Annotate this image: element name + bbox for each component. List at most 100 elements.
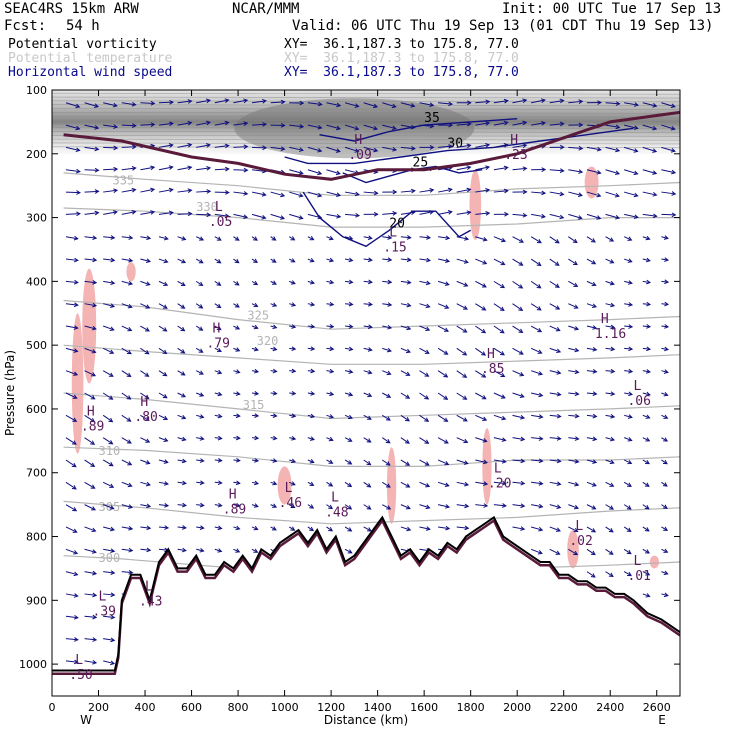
wind-vector [549, 526, 561, 532]
wind-vector [605, 169, 620, 175]
wind-vector [84, 414, 95, 423]
wind-vector-head [73, 614, 79, 620]
wind-vector [103, 211, 118, 215]
wind-vector-head [463, 305, 468, 310]
wind-vector [493, 280, 505, 289]
wind-vector-head [556, 458, 562, 464]
pv-patch [126, 262, 136, 282]
wind-vector-head [645, 257, 651, 263]
wind-vector-head [91, 549, 97, 554]
wind-vector [84, 124, 99, 129]
wind-vector [661, 258, 669, 261]
wind-vector [121, 258, 133, 262]
wind-vector-head [387, 302, 393, 307]
wind-vector-head [92, 257, 98, 263]
wind-vector-head [75, 125, 81, 131]
wind-vector [419, 236, 431, 239]
pv-patch [649, 555, 660, 569]
wind-vector-head [633, 148, 639, 153]
wind-vector-head [522, 212, 528, 218]
wind-vector-head [426, 235, 432, 240]
wind-vector [493, 437, 506, 441]
wind-vector-head [272, 324, 278, 330]
wind-vector-head [574, 326, 580, 331]
theta-contour-325 [63, 299, 680, 330]
wind-vector [65, 437, 77, 445]
theta-contour-320 [63, 344, 680, 365]
wind-vector-head [317, 147, 323, 153]
wind-vector [177, 481, 186, 484]
wind-vector-head [462, 328, 468, 333]
wind-vector [214, 526, 222, 530]
wind-vector-head [443, 395, 449, 400]
wind-vector [84, 392, 95, 400]
wind-vector-head [216, 281, 222, 286]
wind-vector-head [108, 461, 114, 467]
wind-vector-head [328, 235, 334, 241]
wind-vector-head [429, 102, 435, 108]
wind-vector-head [596, 170, 602, 175]
wind-vector-head [169, 99, 175, 105]
wind-vector-head [572, 238, 578, 244]
wind-vector [586, 146, 601, 151]
wind-vector-head [392, 211, 398, 216]
wind-vector [642, 146, 657, 153]
wind-vector [568, 347, 579, 352]
wind-vector-head [217, 369, 223, 375]
wind-vector [549, 123, 564, 126]
wind-vector [140, 437, 150, 443]
wind-vector-head [559, 98, 565, 104]
jet-streamline [52, 115, 680, 118]
extremum-marker: L [575, 519, 583, 534]
wind-vector [214, 347, 222, 352]
wind-vector [586, 325, 597, 329]
wind-vector [549, 303, 560, 310]
wind-vector-head [206, 165, 212, 171]
wind-vector-head [429, 188, 435, 193]
wind-vector [196, 459, 204, 462]
wind-vector-head [146, 525, 152, 531]
wind-vector-head [290, 526, 296, 531]
wind-vector [326, 347, 334, 350]
wind-vector-head [234, 303, 240, 308]
field-pv-name: Potential vorticity [8, 37, 157, 52]
wind-vector [233, 548, 240, 553]
theta-contour-label: 315 [243, 398, 265, 412]
wind-vector [103, 548, 115, 552]
wind-vector-head [541, 167, 547, 172]
y-tick-label: 500 [26, 339, 47, 352]
wind-vector-head [520, 414, 526, 420]
wind-vector-head [522, 189, 528, 195]
wind-vector-head [235, 548, 241, 553]
extremum-value: 1.16 [595, 327, 626, 342]
wind-vector [605, 236, 614, 242]
wind-vector-head [615, 215, 621, 220]
wind-vector [233, 191, 248, 195]
wind-vector-head [181, 393, 186, 398]
wind-vector-head [662, 504, 668, 509]
wind-vector-head [348, 257, 354, 263]
wind-vector [586, 280, 596, 286]
wind-vector [586, 504, 596, 510]
wind-vector-head [633, 170, 639, 176]
wind-vector-head [429, 209, 435, 215]
wind-vector-head [328, 504, 334, 510]
wind-vector [196, 121, 211, 126]
wind-vector-head [317, 192, 323, 198]
wind-vector [140, 102, 155, 104]
wind-vector-head [354, 191, 360, 197]
wind-vector-head [538, 481, 544, 486]
wind-vector [102, 392, 113, 400]
wind-vector-head [290, 258, 296, 263]
wind-vector-head [596, 215, 602, 220]
wind-vector [512, 414, 525, 419]
wind-vector [400, 370, 410, 376]
extremum-marker: L [633, 554, 641, 569]
wind-vector [363, 102, 378, 108]
wind-vector [344, 548, 352, 554]
wind-vector [605, 548, 614, 555]
wind-vector [493, 236, 506, 242]
wind-vector [512, 99, 527, 104]
wind-vector-head [367, 347, 373, 352]
